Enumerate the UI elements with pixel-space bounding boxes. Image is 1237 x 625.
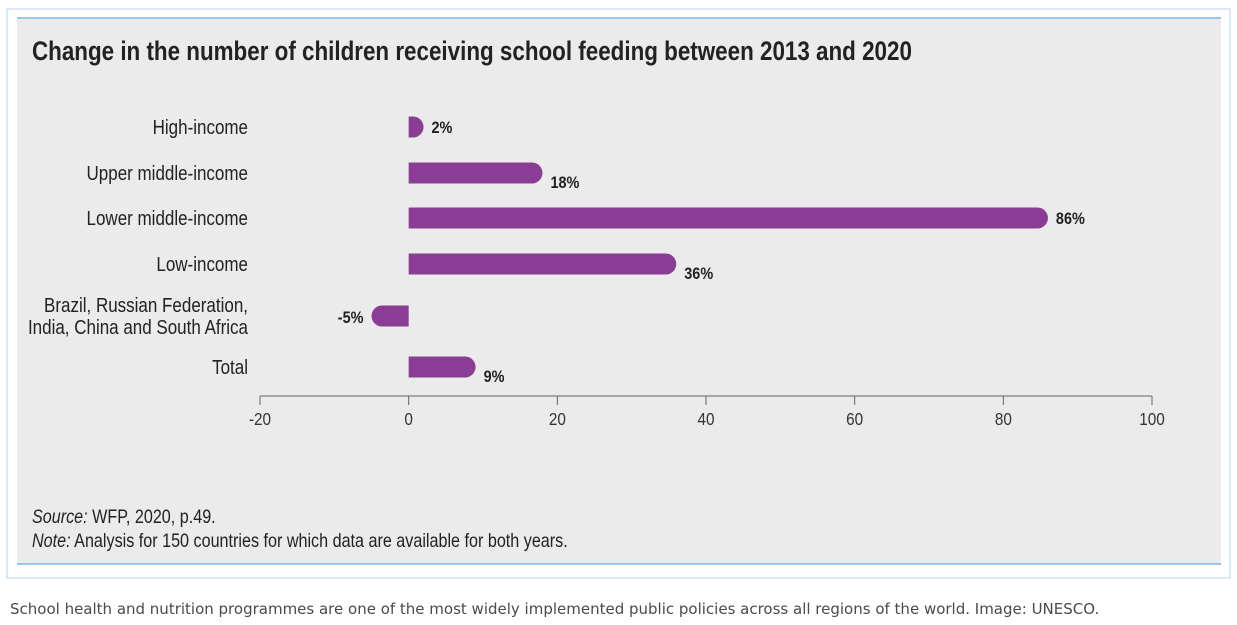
x-tick-label-5: 80: [995, 409, 1012, 429]
category-label-2-0: Lower middle-income: [87, 207, 248, 230]
x-tick-label-0: -20: [249, 409, 271, 429]
data-label-0: 2%: [432, 119, 453, 137]
x-tick-label-2: 20: [549, 409, 566, 429]
bar-0: [408, 116, 424, 138]
analysis-note: Note: Analysis for 150 countries for whi…: [32, 530, 568, 552]
image-caption: School health and nutrition programmes a…: [10, 600, 1100, 618]
x-tick-label-1: 0: [404, 409, 413, 429]
data-label-2: 86%: [1056, 210, 1085, 228]
category-label-5-0: Total: [212, 356, 248, 379]
bar-chart: Change in the number of children receivi…: [28, 37, 1165, 552]
bar-1: [408, 162, 543, 184]
data-label-3: 36%: [684, 265, 713, 283]
data-label-1: 18%: [550, 174, 579, 192]
category-label-4-1: India, China and South Africa: [28, 316, 249, 339]
category-label-1-0: Upper middle-income: [87, 162, 248, 185]
source-note: Source: WFP, 2020, p.49.: [32, 506, 216, 528]
chart-panel: [17, 17, 1221, 565]
category-label-0-0: High-income: [153, 116, 248, 139]
category-label-3-0: Low-income: [156, 253, 248, 276]
x-tick-label-4: 60: [846, 409, 863, 429]
x-tick-label-6: 100: [1139, 409, 1165, 429]
data-label-4: -5%: [338, 309, 364, 327]
chart-title: Change in the number of children receivi…: [32, 37, 912, 66]
bar-3: [408, 253, 677, 275]
bar-4: [371, 305, 409, 327]
bar-2: [408, 207, 1048, 229]
x-tick-label-3: 40: [697, 409, 714, 429]
data-label-5: 9%: [484, 368, 505, 386]
category-label-4-0: Brazil, Russian Federation,: [44, 294, 248, 317]
bar-5: [408, 356, 476, 378]
